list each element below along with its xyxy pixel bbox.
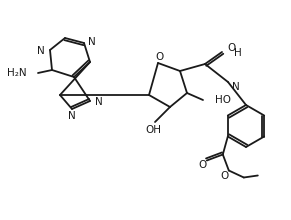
Text: O: O bbox=[221, 170, 229, 180]
Text: HO: HO bbox=[215, 95, 231, 105]
Text: O: O bbox=[227, 43, 235, 53]
Text: H₂N: H₂N bbox=[7, 68, 27, 78]
Text: O: O bbox=[156, 52, 164, 62]
Text: H: H bbox=[234, 48, 242, 58]
Text: N: N bbox=[95, 97, 103, 107]
Text: N: N bbox=[37, 46, 45, 56]
Text: N: N bbox=[68, 111, 76, 121]
Text: O: O bbox=[199, 160, 207, 169]
Text: N: N bbox=[232, 82, 240, 92]
Text: N: N bbox=[88, 37, 96, 47]
Text: OH: OH bbox=[145, 125, 161, 135]
